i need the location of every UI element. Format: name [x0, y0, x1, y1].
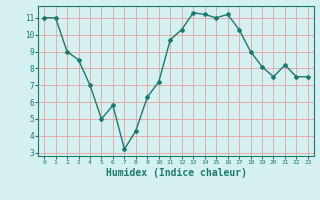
X-axis label: Humidex (Indice chaleur): Humidex (Indice chaleur) [106, 168, 246, 178]
